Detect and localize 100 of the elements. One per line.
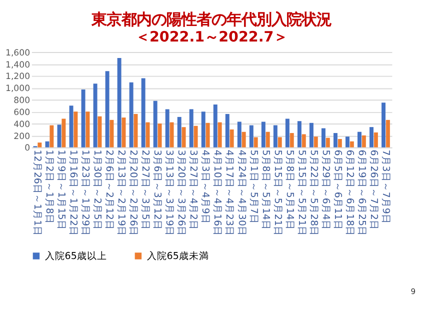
x-tick-label: 4月3日～4月9日	[200, 150, 211, 224]
bar	[129, 82, 134, 148]
bar	[177, 116, 182, 148]
bar	[194, 126, 198, 148]
bar	[261, 122, 266, 148]
bar	[266, 132, 270, 148]
x-tick-label: 1月23日～1月29日	[80, 150, 91, 236]
bar	[38, 142, 42, 148]
bar	[201, 112, 206, 148]
bar	[57, 124, 62, 148]
bar	[386, 120, 390, 148]
x-tick-label: 5月15日～5月21日	[272, 150, 283, 236]
x-tick-label: 5月22日～5月28日	[308, 150, 319, 236]
bar	[242, 132, 246, 148]
bar	[314, 136, 318, 148]
bar	[105, 71, 110, 148]
bar	[74, 112, 78, 148]
x-tick-label: 3月6日～3月12日	[152, 150, 163, 230]
bar	[338, 138, 342, 148]
bar	[326, 138, 330, 148]
chart-title: 東京都内の陽性者の年代別入院状況	[90, 10, 332, 28]
x-tick-label: 2月13日～2月19日	[116, 150, 127, 236]
chart-subtitle: ＜2022.1～2022.7＞	[135, 30, 288, 46]
bar	[382, 102, 386, 148]
x-tick-label: 2月20日～2月26日	[128, 150, 139, 236]
bar	[374, 132, 378, 148]
y-tick-label: 1,000	[6, 84, 30, 94]
bar	[110, 120, 114, 148]
bar	[117, 58, 122, 148]
bar	[321, 128, 326, 148]
bar	[218, 122, 222, 148]
x-tick-label: 1月9日～1月15日	[56, 150, 67, 230]
bar	[189, 109, 194, 148]
y-tick-label: 800	[14, 96, 30, 106]
x-tick-label: 1月30日～2月5日	[92, 150, 103, 230]
x-tick-label: 12月26日～1月1日	[32, 150, 43, 236]
x-tick-label: 1月2日～1月8日	[44, 150, 55, 224]
bar	[213, 104, 218, 148]
x-tick-label: 5月29日～6月4日	[320, 150, 331, 230]
x-tick-label: 5月8日～5月14日	[284, 150, 295, 230]
bar	[86, 112, 90, 148]
bar	[182, 127, 186, 148]
bar	[358, 132, 362, 148]
legend-label: 入院65歳未満	[146, 250, 209, 262]
x-tick-label: 3月13日～3月19日	[164, 150, 175, 236]
bar	[206, 122, 210, 148]
bar	[93, 84, 98, 148]
bar	[333, 133, 338, 148]
bar	[297, 121, 302, 148]
x-tick-label: 6月5日～6月11日	[332, 150, 343, 230]
bar	[153, 100, 158, 148]
y-tick-label: 200	[14, 132, 30, 142]
bar	[165, 109, 170, 148]
bar	[230, 129, 234, 148]
bar	[98, 116, 102, 148]
bar	[309, 122, 314, 148]
bar	[122, 118, 126, 148]
y-tick-label: 1,400	[6, 60, 30, 70]
bar	[254, 137, 258, 148]
bar	[225, 114, 230, 148]
bar	[50, 125, 54, 148]
x-tick-label: 5月8日～5月14日	[260, 150, 271, 230]
x-tick-label: 5月15日～5月21日	[296, 150, 307, 236]
bar	[278, 137, 282, 148]
legend-label: 入院65歳以上	[44, 250, 107, 262]
x-tick-label: 1月16日～1月22日	[68, 150, 79, 236]
bar	[362, 135, 366, 148]
bar	[370, 127, 374, 148]
x-tick-label: 2月6日～2月12日	[104, 150, 115, 230]
bar	[81, 90, 86, 148]
y-tick-label: 600	[14, 108, 30, 118]
bar	[302, 134, 306, 148]
bar	[249, 125, 254, 148]
y-tick-label: 0	[24, 144, 30, 154]
bar	[141, 78, 146, 148]
bar	[170, 122, 174, 148]
x-tick-label: 4月17日～4月23日	[224, 150, 235, 236]
text: 9	[410, 287, 416, 296]
x-tick-label: 2月27日～3月5日	[140, 150, 151, 230]
x-tick-label: 3月27日～4月2日	[188, 150, 199, 230]
y-tick-label: 1,200	[6, 72, 30, 82]
x-tick-label: 5月1日～5月7日	[248, 150, 259, 224]
bar	[350, 141, 354, 148]
bar	[346, 136, 350, 148]
y-tick-label: 400	[14, 120, 30, 130]
x-tick-label: 3月20日～3月26日	[176, 150, 187, 236]
x-tick-label: 6月19日～6月25日	[356, 150, 367, 236]
x-tick-label: 4月10日～4月16日	[212, 150, 223, 236]
bar	[273, 125, 278, 148]
x-tick-label: 6月12日～6月18日	[344, 150, 355, 236]
bar	[62, 118, 66, 148]
x-tick-label: 6月26日～7月2日	[368, 150, 379, 230]
bar	[290, 133, 294, 148]
x-tick-label: 7月3日～7月9日	[380, 150, 391, 224]
x-tick-label: 4月24日～4月30日	[236, 150, 247, 236]
bar	[237, 122, 242, 148]
bar	[69, 106, 74, 148]
y-tick-label: 1,600	[6, 48, 30, 58]
bar	[285, 118, 290, 148]
bar	[158, 124, 162, 148]
